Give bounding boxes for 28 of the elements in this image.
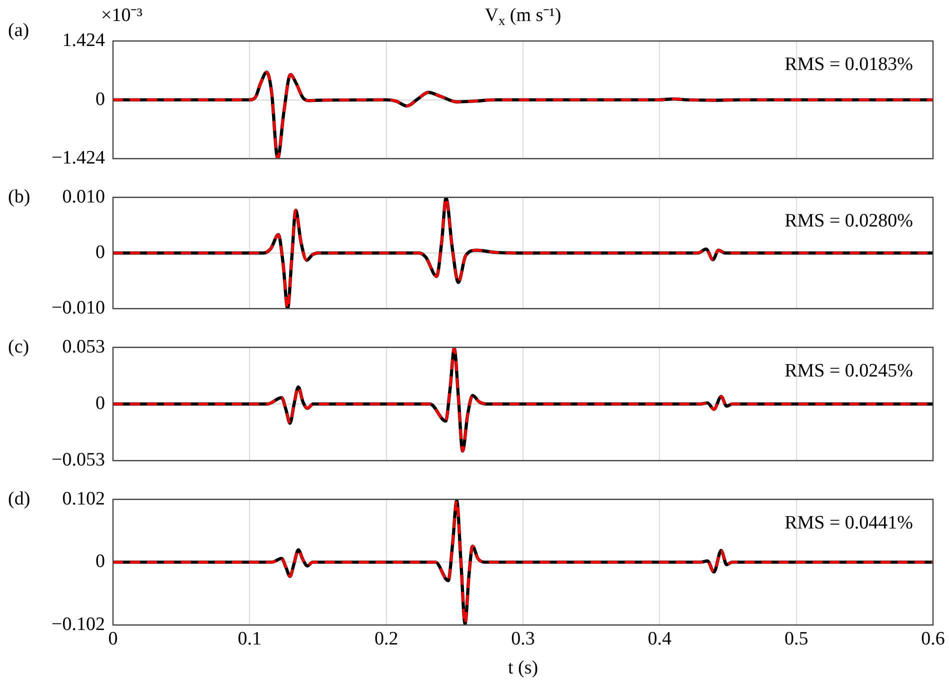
x-tick-label: 0.1 [238, 628, 262, 650]
x-tick-label: 0.6 [921, 628, 945, 650]
annotation: RMS = 0.0245% [784, 360, 914, 382]
y-axis-title: ×10⁻³ [101, 4, 143, 26]
annotation: RMS = 0.0441% [784, 512, 914, 534]
y-tick-label: 0.102 [62, 488, 105, 510]
y-tick-label: 0.010 [62, 186, 105, 208]
x-tick-label: 0.5 [784, 628, 808, 650]
annotation: RMS = 0.0280% [784, 210, 914, 232]
y-tick-label: −0.102 [52, 614, 105, 635]
y-tick-label: 0.053 [62, 336, 105, 358]
y-tick-label: 0 [96, 551, 105, 572]
y-tick-label: −0.053 [52, 450, 105, 471]
chart-title: (c) [8, 336, 30, 358]
x-axis-title: t (s) [508, 658, 538, 679]
chart-title: (d) [8, 488, 30, 510]
y-tick-label: −1.424 [52, 148, 106, 169]
chart-title: (a) [8, 20, 30, 41]
y-tick-label: 0 [96, 242, 105, 263]
y-tick-label: 0 [96, 88, 105, 110]
x-tick-label: 0.2 [374, 628, 398, 650]
x-tick-label: 0.3 [511, 628, 535, 650]
y-tick-label: −0.010 [52, 298, 105, 319]
y-tick-label: 1.424 [62, 30, 106, 51]
y-tick-label: 0 [96, 392, 105, 414]
chart-title: (b) [8, 186, 30, 208]
x-tick-label: 0.4 [648, 628, 672, 650]
annotation: RMS = 0.0183% [784, 54, 914, 75]
